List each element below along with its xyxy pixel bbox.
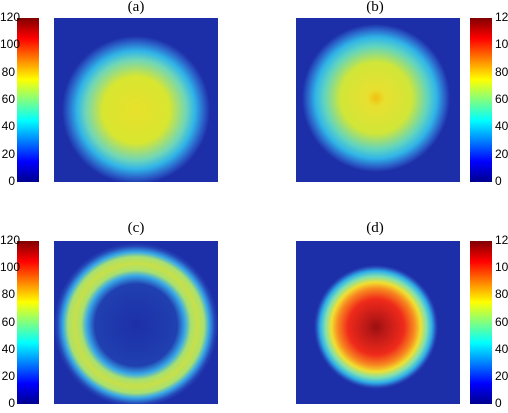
colorbar-tick-label: 100 [495,37,508,52]
panel-d-heatmap [296,241,460,404]
colorbar-tick-label: 120 [0,10,21,24]
colorbar-tick-label: 120 [495,10,508,24]
colorbar-tick-label: 80 [1,64,15,79]
panel-c-heatmap [54,241,218,407]
panel-a-colorbar [17,18,39,182]
panel-b-heatmap-svg [302,24,450,172]
panel-c-ring [54,243,218,407]
colorbar-tick-label: 120 [495,233,508,247]
panel-b-disk [302,24,450,172]
colorbar-tick-label: 20 [495,146,508,161]
colorbar-tick-label: 80 [495,64,508,79]
panel-b-colorbar [470,18,492,182]
colorbar-tick-label: 80 [1,287,15,302]
panel-d-label: (d) [366,220,384,236]
colorbar-tick-label: 20 [495,368,508,383]
panel-d-disk [314,265,438,389]
colorbar-tick-label: 0 [495,396,502,410]
panel-c-colorbar [17,241,39,404]
panel-d-colorbar [470,241,492,404]
panel-a-label: (a) [127,0,145,15]
panel-c-heatmap-svg [54,243,218,407]
colorbar-tick-label: 40 [1,119,15,134]
colorbar-tick-label: 60 [495,92,508,106]
colorbar-tick-label: 100 [495,260,508,275]
colorbar-tick-label: 60 [1,92,15,106]
colorbar-tick-label: 80 [495,287,508,302]
colorbar-tick-label: 20 [1,368,15,383]
colorbar-tick-label: 40 [1,341,15,356]
panel-a-heatmap [54,18,218,184]
colorbar-tick-label: 40 [495,119,508,134]
colorbar-tick-label: 100 [0,260,21,275]
colorbar-tick-label: 60 [495,314,508,329]
colorbar-tick-label: 0 [8,174,15,188]
colorbar-tick-label: 60 [1,314,15,329]
colorbar-tick-label: 120 [0,233,21,247]
colorbar-tick-label: 20 [1,146,15,161]
panel-b-label: (b) [366,0,384,15]
colorbar-tick-label: 0 [8,396,15,410]
panel-a-heatmap-svg [62,36,210,184]
panel-a-disk [62,36,210,184]
panel-b-heatmap [296,18,460,182]
colorbar-tick-label: 100 [0,37,21,52]
panel-c-label: (c) [127,220,145,236]
colorbar-tick-label: 40 [495,341,508,356]
colorbar-tick-label: 0 [495,174,502,188]
panel-d-heatmap-svg [314,265,438,389]
